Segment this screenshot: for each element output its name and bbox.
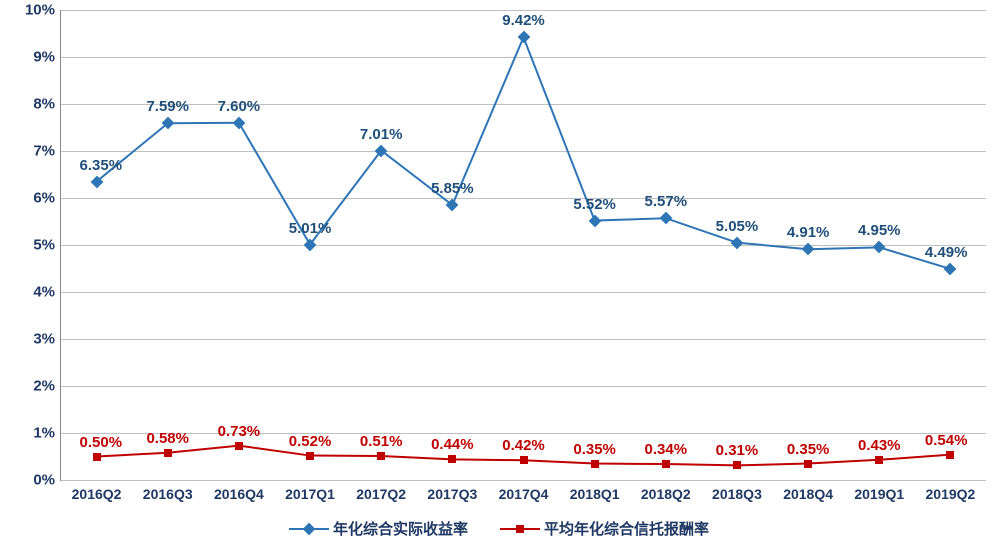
x-tick-label: 2016Q2 xyxy=(72,480,122,502)
data-marker xyxy=(306,452,314,460)
x-tick-label: 2018Q3 xyxy=(712,480,762,502)
legend-item: 平均年化综合信托报酬率 xyxy=(500,518,709,539)
data-label: 0.44% xyxy=(431,436,474,453)
data-label: 0.31% xyxy=(716,442,759,459)
data-marker xyxy=(875,456,883,464)
x-tick-label: 2019Q2 xyxy=(926,480,976,502)
plot-area: 0%1%2%3%4%5%6%7%8%9%10%2016Q22016Q32016Q… xyxy=(60,10,986,481)
series-line xyxy=(61,10,986,480)
y-tick-label: 2% xyxy=(33,378,61,395)
y-tick-label: 0% xyxy=(33,472,61,489)
legend-label: 年化综合实际收益率 xyxy=(333,518,468,539)
data-marker xyxy=(164,449,172,457)
y-tick-label: 5% xyxy=(33,237,61,254)
x-tick-label: 2016Q4 xyxy=(214,480,264,502)
data-marker xyxy=(662,460,670,468)
y-tick-label: 7% xyxy=(33,143,61,160)
x-tick-label: 2018Q4 xyxy=(783,480,833,502)
y-tick-label: 4% xyxy=(33,284,61,301)
x-tick-label: 2017Q2 xyxy=(356,480,406,502)
data-label: 0.51% xyxy=(360,433,403,450)
data-marker xyxy=(235,442,243,450)
data-marker xyxy=(448,455,456,463)
data-label: 0.52% xyxy=(289,433,332,450)
y-tick-label: 8% xyxy=(33,96,61,113)
x-tick-label: 2017Q4 xyxy=(499,480,549,502)
data-marker xyxy=(804,460,812,468)
data-marker xyxy=(93,453,101,461)
x-tick-label: 2018Q1 xyxy=(570,480,620,502)
data-label: 0.34% xyxy=(645,441,688,458)
y-tick-label: 9% xyxy=(33,49,61,66)
data-marker xyxy=(733,461,741,469)
data-label: 0.35% xyxy=(787,441,830,458)
line-chart: 0% 1% 2% 3% 4% 5% 6% 7% 8% 9% 10% 2016Q2 2016Q3 2016Q… xyxy=(0,0,998,547)
legend-swatch xyxy=(500,528,540,530)
data-marker xyxy=(520,456,528,464)
data-marker xyxy=(591,460,599,468)
legend-swatch xyxy=(289,528,329,530)
data-label: 0.54% xyxy=(925,432,968,449)
y-tick-label: 10% xyxy=(25,2,61,19)
legend-label: 平均年化综合信托报酬率 xyxy=(544,518,709,539)
x-tick-label: 2016Q3 xyxy=(143,480,193,502)
y-tick-label: 6% xyxy=(33,190,61,207)
x-tick-label: 2017Q1 xyxy=(285,480,335,502)
data-label: 0.43% xyxy=(858,437,901,454)
x-tick-label: 2018Q2 xyxy=(641,480,691,502)
data-label: 0.42% xyxy=(502,437,545,454)
data-label: 0.50% xyxy=(80,434,123,451)
data-label: 0.58% xyxy=(146,430,189,447)
data-label: 0.73% xyxy=(218,423,261,440)
data-marker xyxy=(946,451,954,459)
y-tick-label: 1% xyxy=(33,425,61,442)
x-tick-label: 2017Q3 xyxy=(427,480,477,502)
chart-legend: 年化综合实际收益率 平均年化综合信托报酬率 xyxy=(0,518,998,539)
x-tick-label: 2019Q1 xyxy=(854,480,904,502)
y-tick-label: 3% xyxy=(33,331,61,348)
data-label: 0.35% xyxy=(573,441,616,458)
legend-item: 年化综合实际收益率 xyxy=(289,518,468,539)
data-marker xyxy=(377,452,385,460)
